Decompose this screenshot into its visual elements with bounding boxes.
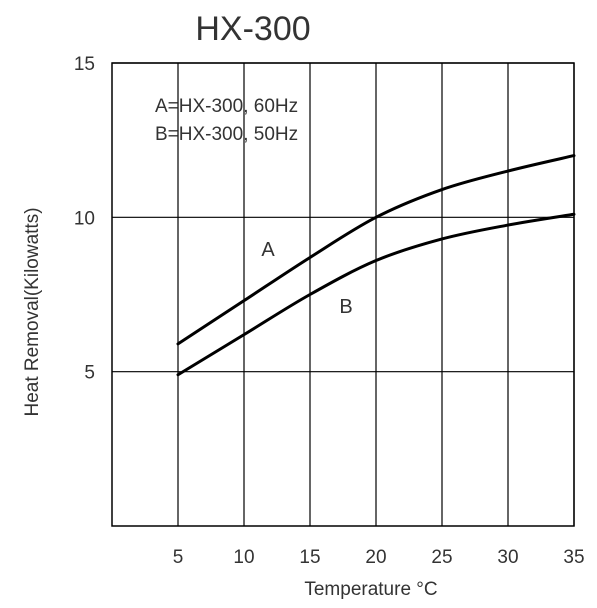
series-b-label: B	[339, 296, 352, 318]
x-tick-label: 35	[563, 547, 584, 568]
series-a-line	[176, 154, 576, 346]
plot-frame	[111, 62, 575, 527]
legend-entry-b: B=HX-300, 50Hz	[155, 124, 298, 145]
series-layer: AB	[176, 154, 576, 377]
legend-entry-a: A=HX-300, 60Hz	[155, 96, 298, 117]
x-axis-label: Temperature °C	[304, 579, 437, 600]
series-a-label: A	[261, 239, 275, 261]
chart-title: HX-300	[195, 10, 310, 48]
y-tick-label: 5	[84, 363, 95, 384]
y-tick-label: 15	[74, 54, 95, 75]
x-tick-label: 5	[173, 547, 184, 568]
x-tick-label: 25	[431, 547, 452, 568]
x-tick-label: 10	[233, 547, 254, 568]
x-tick-label: 30	[497, 547, 518, 568]
x-tick-label: 20	[365, 547, 386, 568]
y-tick-label: 10	[74, 208, 95, 229]
y-axis-label: Heat Removal(Kilowatts)	[22, 207, 43, 416]
tick-labels: 5 10 15 20 25 30 35 5 10 15	[74, 54, 585, 568]
x-tick-label: 15	[299, 547, 320, 568]
series-b-line	[176, 212, 576, 377]
